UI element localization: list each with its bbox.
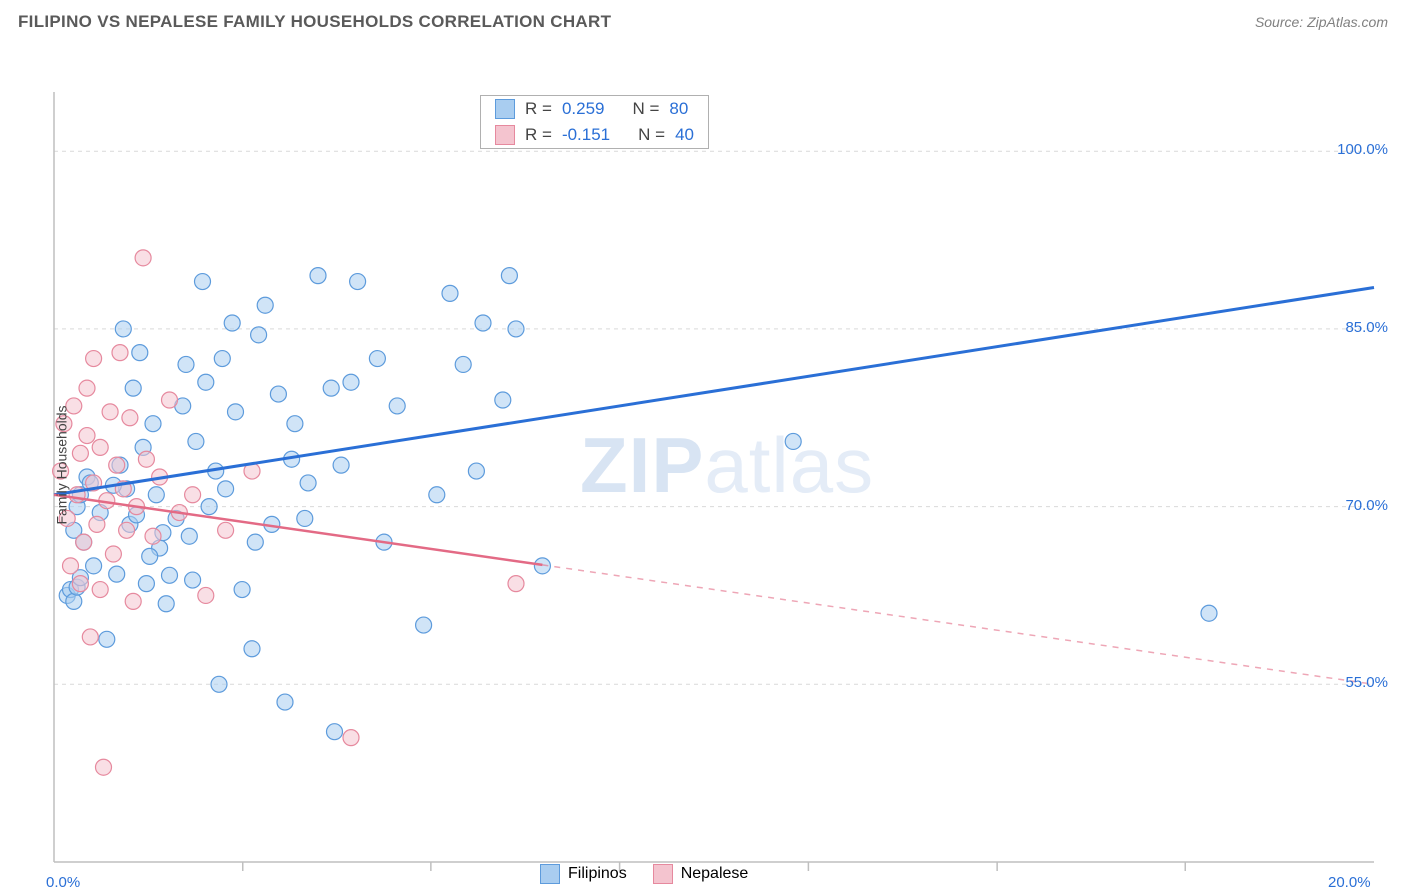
series-legend: Filipinos Nepalese — [540, 864, 748, 884]
legend-item-filipinos: Filipinos — [540, 864, 627, 884]
legend-item-nepalese: Nepalese — [653, 864, 749, 884]
y-tick-label: 85.0% — [1345, 319, 1388, 336]
legend-row-nepalese: R = -0.151 N = 40 — [481, 122, 708, 148]
swatch-icon — [495, 125, 515, 145]
swatch-icon — [653, 864, 673, 884]
swatch-icon — [495, 99, 515, 119]
x-tick-label: 20.0% — [1328, 874, 1371, 891]
correlation-legend: R = 0.259 N = 80 R = -0.151 N = 40 — [480, 95, 709, 149]
legend-row-filipinos: R = 0.259 N = 80 — [481, 96, 708, 122]
y-axis-label: Family Households — [54, 405, 70, 524]
y-tick-label: 100.0% — [1337, 141, 1388, 158]
chart-title: FILIPINO VS NEPALESE FAMILY HOUSEHOLDS C… — [18, 12, 611, 32]
scatter-plot — [0, 40, 1406, 890]
x-tick-label: 0.0% — [46, 874, 80, 891]
source-label: Source: ZipAtlas.com — [1255, 14, 1388, 30]
chart-area: Family Households ZIPatlas R = 0.259 N =… — [0, 40, 1406, 890]
y-tick-label: 70.0% — [1345, 497, 1388, 514]
y-tick-label: 55.0% — [1345, 674, 1388, 691]
swatch-icon — [540, 864, 560, 884]
